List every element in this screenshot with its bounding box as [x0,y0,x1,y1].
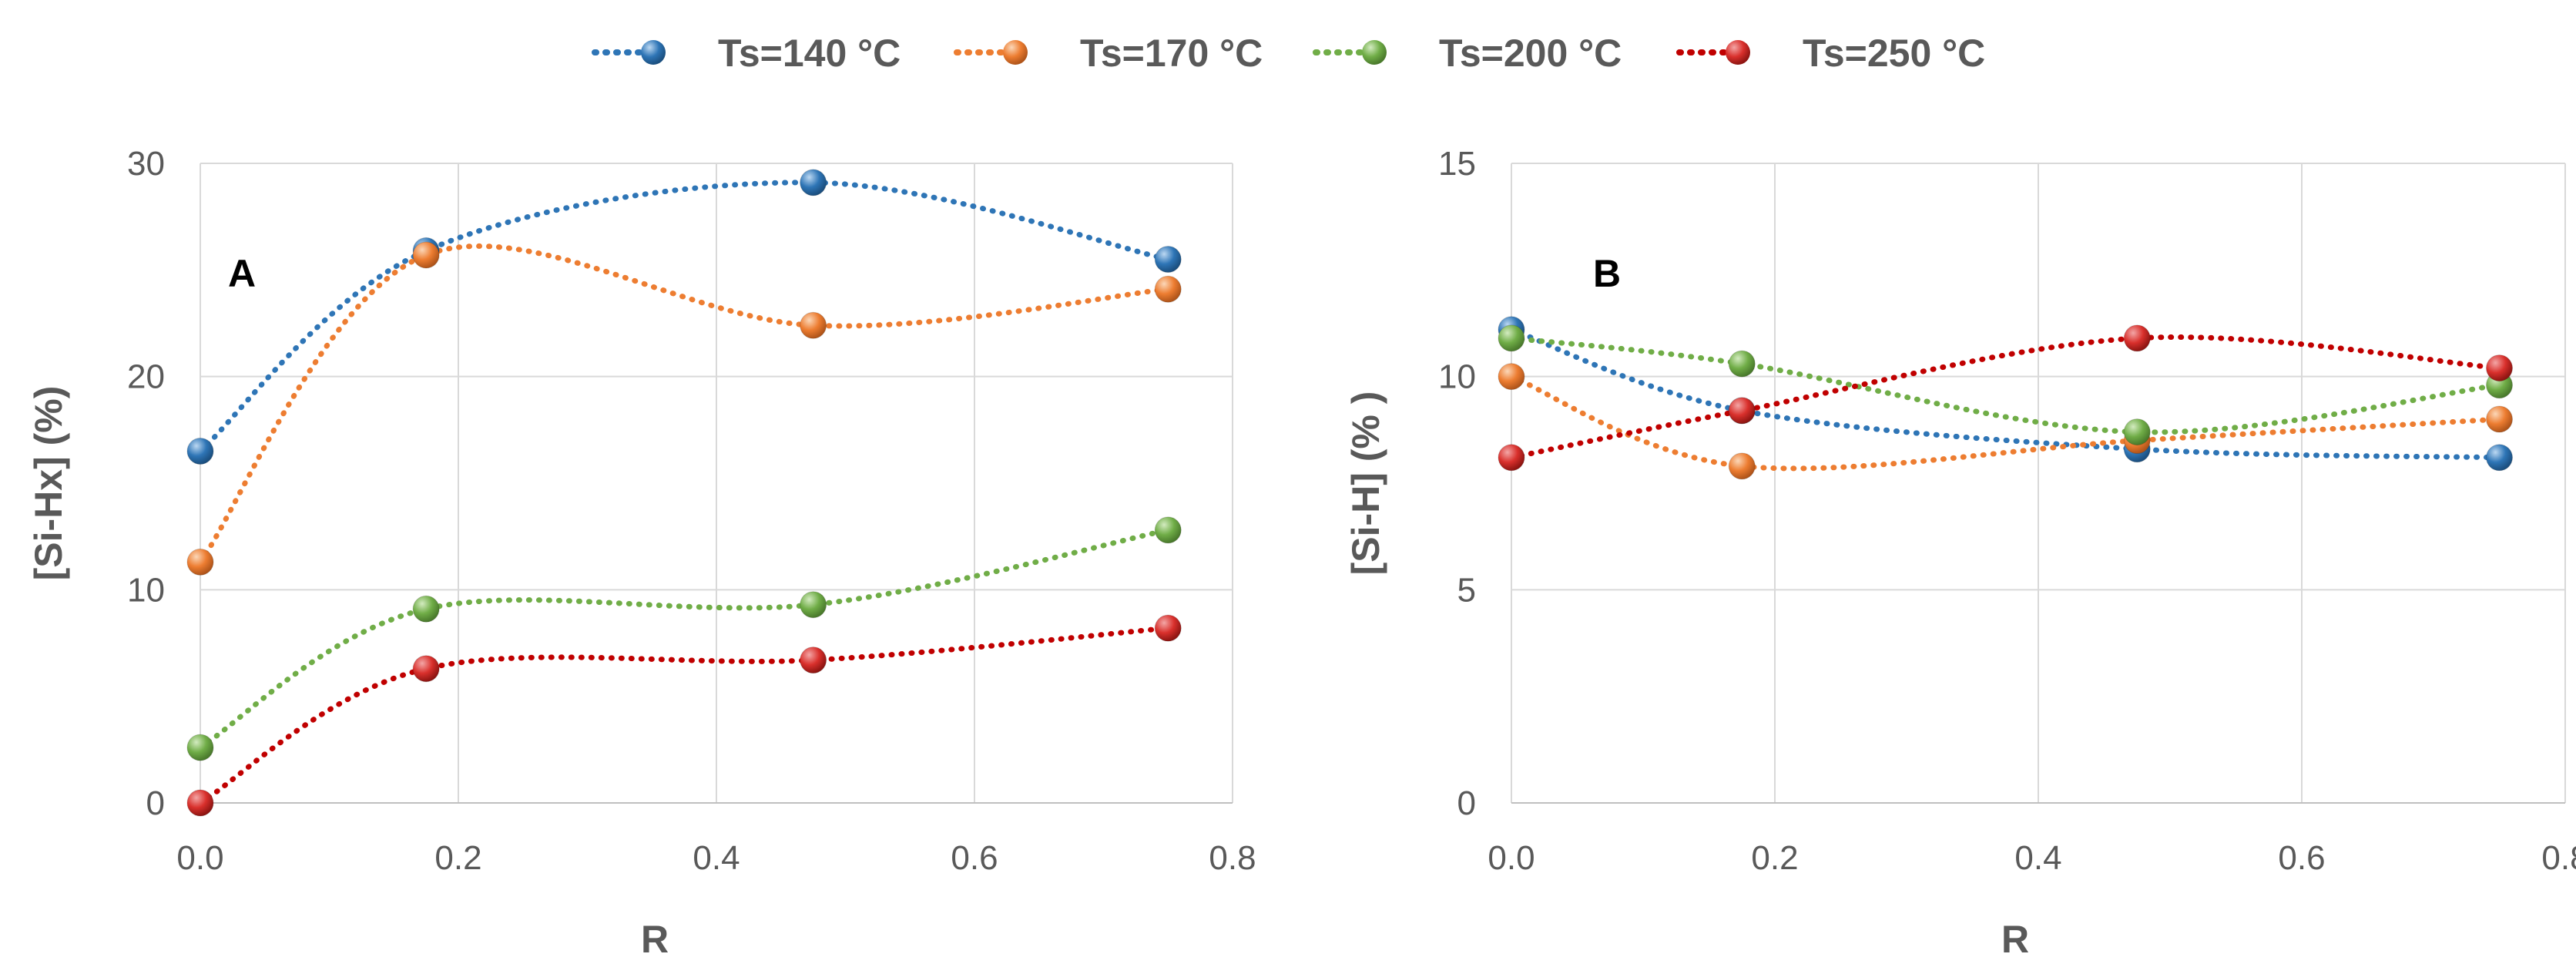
panel-a-xtick-label: 0.6 [951,839,998,877]
panel-b-ytick-label: 0 [1457,784,1476,822]
panel-a-series-line-ts170 [197,243,1171,565]
panel-a-series-line-ts250 [197,625,1171,806]
legend-marker-ts140 [641,40,666,65]
panel-b-point-ts170 [1728,452,1756,480]
chart-panel-b: 0 5 10 15 0.0 0.2 0.4 0.6 0.8 R [Si-H] (% ) B [1344,145,2576,961]
panel-b-point-ts200 [2123,418,2151,446]
panel-b-point-ts140 [2486,444,2513,472]
panel-a-series-line-ts140 [197,180,1171,454]
chart-panel-a: 0 10 20 30 0.0 0.2 0.4 0.6 0.8 R [Si-Hx] (%) A [27,145,1256,961]
panel-b-y-axis-title: [Si-H] (% ) [1344,391,1387,576]
panel-a-xtick-label: 0.0 [176,839,223,877]
legend-marker-ts170 [1003,40,1028,65]
panel-a-point-ts140 [800,169,827,196]
panel-a-ytick-label: 10 [127,571,165,609]
panel-a-point-ts170 [412,241,440,269]
panel-b-point-ts250 [1728,397,1756,425]
panel-b-point-ts170 [2486,405,2513,433]
panel-b-xtick-label: 0.0 [1488,839,1535,877]
panel-a-point-ts250 [1154,614,1182,642]
panel-b-xtick-label: 0.6 [2278,839,2325,877]
panel-b-point-ts250 [2123,324,2151,352]
panel-a-point-ts200 [412,595,440,623]
panel-b-label: B [1593,252,1621,295]
panel-a-point-ts250 [186,789,214,817]
panel-a-point-ts170 [1154,275,1182,303]
panel-a-series-line-ts200 [197,527,1171,751]
panel-a-label: A [228,252,256,295]
panel-a-point-ts250 [412,655,440,683]
panel-a-point-ts200 [800,591,827,619]
panel-b-point-ts250 [1498,444,1525,472]
panel-a-point-ts140 [186,438,214,465]
panel-a-xtick-label: 0.4 [693,839,740,877]
legend: Ts=140 °C Ts=170 °C Ts=200 °C Ts=250 °C [592,32,1985,75]
panel-b-ytick-label: 10 [1438,358,1476,396]
panel-b-point-ts170 [1498,363,1525,391]
panel-b-xtick-label: 0.2 [1751,839,1798,877]
legend-item-ts170: Ts=170 °C [954,32,1263,75]
panel-a-ytick-label: 0 [146,784,165,822]
panel-b-series-line-ts250 [1508,334,2502,461]
legend-label-ts250: Ts=250 °C [1803,32,1985,75]
panel-a-point-ts200 [186,734,214,761]
panel-a-ytick-label: 30 [127,145,165,183]
panel-b-point-ts250 [2486,354,2513,382]
panel-b-series-line-ts140 [1508,327,2502,461]
panel-a-ytick-label: 20 [127,358,165,396]
legend-marker-ts200 [1362,40,1387,65]
panel-a-xtick-label: 0.2 [434,839,481,877]
panel-a-point-ts250 [800,647,827,674]
panel-a-xtick-label: 0.8 [1209,839,1256,877]
panel-a-point-ts170 [800,311,827,339]
legend-item-ts250: Ts=250 °C [1676,32,1985,75]
panel-b-series-line-ts170 [1508,374,2502,472]
panel-b-ytick-label: 15 [1438,145,1476,183]
panel-b-xtick-label: 0.4 [2014,839,2061,877]
legend-marker-ts250 [1726,40,1750,65]
legend-label-ts170: Ts=170 °C [1080,32,1263,75]
panel-a-x-axis-title: R [641,918,669,961]
panel-a-point-ts200 [1154,516,1182,544]
legend-label-ts140: Ts=140 °C [718,32,901,75]
legend-label-ts200: Ts=200 °C [1439,32,1622,75]
panel-b-point-ts200 [1728,350,1756,378]
panel-a-y-axis-title: [Si-Hx] (%) [27,386,70,581]
panel-b-series-line-ts200 [1508,335,2502,435]
panel-b-point-ts200 [1498,324,1525,352]
panel-a-point-ts140 [1154,246,1182,273]
legend-item-ts200: Ts=200 °C [1313,32,1622,75]
panel-a-point-ts170 [186,548,214,576]
legend-item-ts140: Ts=140 °C [592,32,901,75]
panel-b-ytick-label: 5 [1457,571,1476,609]
panel-b-x-axis-title: R [2001,918,2029,961]
panel-b-xtick-label: 0.8 [2541,839,2576,877]
